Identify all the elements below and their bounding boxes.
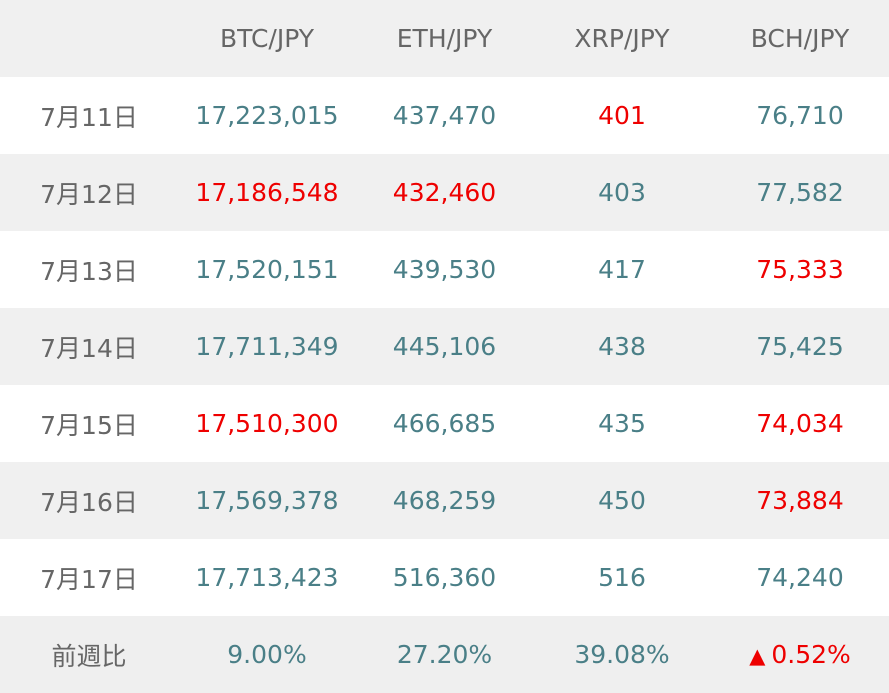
xrp-weekly-change: 39.08% xyxy=(533,616,711,693)
eth-price-cell: 466,685 xyxy=(356,385,533,462)
eth-price-cell: 445,106 xyxy=(356,308,533,385)
header-row: BTC/JPY ETH/JPY XRP/JPY BCH/JPY xyxy=(0,0,889,77)
row-date: 7月11日 xyxy=(0,77,178,154)
btc-price-cell: 17,711,349 xyxy=(178,308,356,385)
row-date: 7月15日 xyxy=(0,385,178,462)
bch-price-cell: 74,034 xyxy=(711,385,889,462)
xrp-price-cell: 450 xyxy=(533,462,711,539)
table-row: 7月15日 17,510,300 466,685 435 74,034 xyxy=(0,385,889,462)
xrp-price-cell: 403 xyxy=(533,154,711,231)
bch-price-cell: 73,884 xyxy=(711,462,889,539)
xrp-price-cell: 435 xyxy=(533,385,711,462)
btc-price-cell: 17,186,548 xyxy=(178,154,356,231)
eth-price-cell: 432,460 xyxy=(356,154,533,231)
btc-price-cell: 17,520,151 xyxy=(178,231,356,308)
row-date: 7月16日 xyxy=(0,462,178,539)
bch-price-cell: 75,425 xyxy=(711,308,889,385)
header-eth-jpy: ETH/JPY xyxy=(356,0,533,77)
row-date: 7月14日 xyxy=(0,308,178,385)
eth-price-cell: 439,530 xyxy=(356,231,533,308)
xrp-price-cell: 417 xyxy=(533,231,711,308)
eth-price-cell: 437,470 xyxy=(356,77,533,154)
btc-price-cell: 17,569,378 xyxy=(178,462,356,539)
table-row: 7月14日 17,711,349 445,106 438 75,425 xyxy=(0,308,889,385)
bch-weekly-change: 0.52% xyxy=(771,640,851,669)
bch-price-cell: 76,710 xyxy=(711,77,889,154)
bch-price-cell: 77,582 xyxy=(711,154,889,231)
row-date: 7月12日 xyxy=(0,154,178,231)
header-corner xyxy=(0,0,178,77)
table-row: 7月16日 17,569,378 468,259 450 73,884 xyxy=(0,462,889,539)
table-row: 7月11日 17,223,015 437,470 401 76,710 xyxy=(0,77,889,154)
xrp-price-cell: 401 xyxy=(533,77,711,154)
weekly-change-row: 前週比 9.00% 27.20% 39.08% ▲ 0.52% xyxy=(0,616,889,693)
btc-weekly-change: 9.00% xyxy=(178,616,356,693)
eth-price-cell: 468,259 xyxy=(356,462,533,539)
eth-weekly-change: 27.20% xyxy=(356,616,533,693)
table-row: 7月17日 17,713,423 516,360 516 74,240 xyxy=(0,539,889,616)
btc-price-cell: 17,713,423 xyxy=(178,539,356,616)
bch-price-cell: 75,333 xyxy=(711,231,889,308)
header-xrp-jpy: XRP/JPY xyxy=(533,0,711,77)
xrp-price-cell: 516 xyxy=(533,539,711,616)
table-row: 7月12日 17,186,548 432,460 403 77,582 xyxy=(0,154,889,231)
btc-price-cell: 17,510,300 xyxy=(178,385,356,462)
row-date: 7月17日 xyxy=(0,539,178,616)
weekly-change-label: 前週比 xyxy=(0,616,178,693)
bch-weekly-change-cell: ▲ 0.52% xyxy=(711,616,889,693)
triangle-up-icon: ▲ xyxy=(749,644,766,668)
header-bch-jpy: BCH/JPY xyxy=(711,0,889,77)
btc-price-cell: 17,223,015 xyxy=(178,77,356,154)
header-btc-jpy: BTC/JPY xyxy=(178,0,356,77)
table-row: 7月13日 17,520,151 439,530 417 75,333 xyxy=(0,231,889,308)
eth-price-cell: 516,360 xyxy=(356,539,533,616)
bch-price-cell: 74,240 xyxy=(711,539,889,616)
xrp-price-cell: 438 xyxy=(533,308,711,385)
row-date: 7月13日 xyxy=(0,231,178,308)
